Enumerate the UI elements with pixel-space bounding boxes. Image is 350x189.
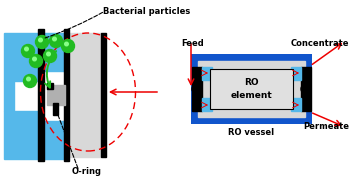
Text: element: element <box>231 91 272 100</box>
Bar <box>64 29 69 161</box>
Bar <box>53 103 58 115</box>
Text: Concentrate: Concentrate <box>290 39 349 48</box>
Circle shape <box>53 37 56 41</box>
Text: RO: RO <box>244 78 259 87</box>
Circle shape <box>29 54 42 67</box>
Bar <box>291 98 301 111</box>
Circle shape <box>43 50 56 63</box>
Bar <box>47 83 53 89</box>
Bar <box>101 33 106 157</box>
Circle shape <box>192 84 202 94</box>
Bar <box>191 54 312 124</box>
Bar <box>38 29 44 161</box>
Circle shape <box>21 44 35 57</box>
Bar <box>301 67 311 111</box>
Bar <box>4 33 40 81</box>
Bar <box>202 98 212 111</box>
Circle shape <box>47 52 50 56</box>
Circle shape <box>23 74 36 88</box>
Bar <box>210 69 293 109</box>
Circle shape <box>33 57 36 61</box>
Bar <box>44 33 66 71</box>
Text: O-ring: O-ring <box>72 167 102 176</box>
Bar <box>69 33 101 157</box>
Circle shape <box>35 36 49 49</box>
Circle shape <box>65 42 68 46</box>
Circle shape <box>301 84 311 94</box>
Bar <box>198 61 305 117</box>
Text: Bacterial particles: Bacterial particles <box>103 7 191 16</box>
Circle shape <box>25 47 28 51</box>
Circle shape <box>62 40 75 53</box>
Bar <box>4 111 40 159</box>
Circle shape <box>39 38 42 42</box>
Bar <box>202 67 212 80</box>
Circle shape <box>49 35 63 47</box>
Bar <box>4 81 14 111</box>
Bar <box>47 85 65 105</box>
Text: Feed: Feed <box>182 39 204 48</box>
Text: RO vessel: RO vessel <box>229 128 274 137</box>
Bar <box>192 67 202 111</box>
Circle shape <box>27 77 30 81</box>
Bar <box>291 67 301 80</box>
Bar <box>44 121 66 159</box>
Text: Permeate: Permeate <box>303 122 349 131</box>
